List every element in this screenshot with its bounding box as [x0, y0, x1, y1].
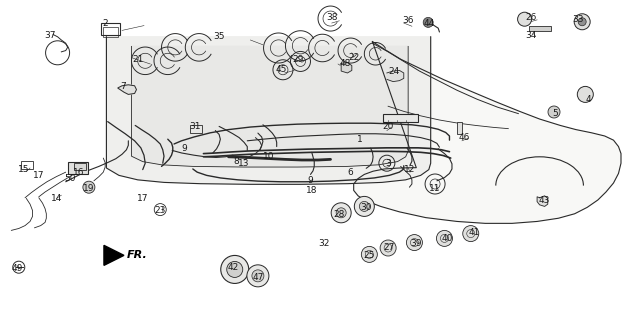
- Circle shape: [331, 203, 351, 223]
- Text: 48: 48: [340, 60, 351, 68]
- Bar: [190, 125, 202, 133]
- Text: FR.: FR.: [127, 250, 148, 260]
- Polygon shape: [131, 46, 408, 167]
- Bar: [529, 26, 551, 31]
- Bar: [68, 162, 88, 174]
- Circle shape: [574, 14, 590, 30]
- Text: 18: 18: [306, 186, 317, 195]
- Polygon shape: [341, 62, 352, 73]
- Polygon shape: [106, 37, 431, 184]
- Circle shape: [423, 17, 433, 28]
- Text: 37: 37: [44, 31, 56, 40]
- Bar: [21, 161, 33, 169]
- Text: 43: 43: [539, 196, 550, 205]
- Polygon shape: [104, 245, 124, 265]
- Text: 24: 24: [389, 68, 400, 76]
- Circle shape: [354, 196, 374, 216]
- Circle shape: [463, 226, 479, 242]
- Polygon shape: [537, 196, 548, 206]
- Text: 2: 2: [103, 19, 108, 28]
- Text: 32: 32: [318, 239, 329, 248]
- Text: 12: 12: [404, 165, 415, 174]
- Text: 5: 5: [552, 109, 558, 118]
- Text: 42: 42: [227, 263, 239, 272]
- Text: 23: 23: [155, 206, 166, 215]
- Text: 29: 29: [292, 55, 304, 64]
- Text: 17: 17: [137, 194, 148, 203]
- Text: 33: 33: [573, 15, 584, 24]
- Text: 4: 4: [586, 95, 591, 104]
- Text: 19: 19: [83, 184, 95, 193]
- Text: 15: 15: [18, 165, 29, 174]
- Text: 21: 21: [132, 55, 143, 64]
- Text: 45: 45: [276, 65, 287, 74]
- Text: 28: 28: [334, 210, 345, 219]
- Circle shape: [227, 261, 243, 277]
- Text: 9: 9: [181, 144, 187, 153]
- Text: 50: 50: [64, 174, 76, 183]
- Circle shape: [221, 255, 249, 284]
- Text: 47: 47: [252, 273, 264, 282]
- Text: 14: 14: [51, 194, 62, 203]
- Polygon shape: [387, 70, 404, 82]
- Text: 6: 6: [347, 168, 354, 177]
- Text: 35: 35: [213, 32, 225, 41]
- Bar: [101, 23, 120, 35]
- Polygon shape: [354, 42, 621, 223]
- Text: 10: 10: [264, 152, 275, 161]
- Text: 46: 46: [459, 133, 470, 142]
- Circle shape: [247, 265, 269, 287]
- Circle shape: [359, 201, 369, 212]
- Bar: [103, 27, 118, 37]
- Circle shape: [252, 270, 264, 282]
- Text: 49: 49: [12, 264, 23, 273]
- Circle shape: [577, 86, 593, 102]
- Text: 20: 20: [382, 122, 394, 131]
- Text: 16: 16: [73, 168, 85, 177]
- Text: 30: 30: [360, 204, 371, 212]
- Circle shape: [518, 12, 531, 26]
- Text: 3: 3: [385, 159, 391, 168]
- Circle shape: [406, 235, 423, 251]
- Circle shape: [548, 106, 560, 118]
- Circle shape: [336, 208, 346, 218]
- Text: 1: 1: [357, 135, 363, 144]
- Text: 38: 38: [326, 13, 337, 22]
- Text: 13: 13: [239, 159, 250, 168]
- Text: 40: 40: [441, 234, 453, 243]
- Circle shape: [380, 240, 396, 256]
- Text: 9: 9: [307, 176, 314, 185]
- Text: 25: 25: [364, 252, 375, 260]
- Text: 17: 17: [33, 171, 44, 180]
- Text: 36: 36: [403, 16, 414, 25]
- Text: 44: 44: [424, 20, 435, 28]
- Text: 26: 26: [525, 13, 536, 22]
- Text: 31: 31: [190, 122, 201, 131]
- Text: 11: 11: [429, 184, 441, 193]
- Circle shape: [83, 181, 95, 193]
- Circle shape: [361, 246, 377, 262]
- Circle shape: [436, 230, 453, 246]
- Bar: [74, 163, 86, 170]
- Text: 22: 22: [348, 53, 359, 62]
- Circle shape: [578, 18, 586, 26]
- Text: 8: 8: [233, 157, 240, 166]
- Text: 34: 34: [525, 31, 536, 40]
- Text: 7: 7: [120, 82, 126, 91]
- Bar: [383, 114, 418, 122]
- Text: 39: 39: [410, 239, 421, 248]
- Text: 41: 41: [469, 228, 480, 237]
- Polygon shape: [118, 85, 136, 94]
- Text: 27: 27: [384, 244, 395, 252]
- Bar: [457, 122, 462, 134]
